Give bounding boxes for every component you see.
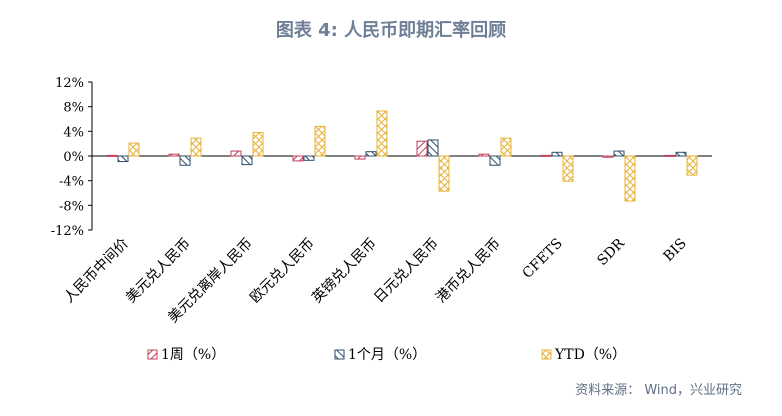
y-tick-label: 12% <box>55 76 84 91</box>
bar-2-7 <box>489 155 501 166</box>
legend-swatch <box>541 349 552 360</box>
bar-1-9 <box>602 155 614 158</box>
y-tick-label: 4% <box>63 125 84 140</box>
bar-2-1 <box>117 155 129 163</box>
bar-1-8 <box>540 154 552 157</box>
bar-2-8 <box>551 151 563 157</box>
bar-1-6 <box>416 140 428 157</box>
x-tick-label: 人民币中间价 <box>61 236 132 307</box>
bar-3-5 <box>376 110 388 157</box>
legend-swatch <box>147 349 158 360</box>
bar-3-1 <box>128 142 140 157</box>
chart-title: 图表 4: 人民币即期汇率回顾 <box>275 20 507 41</box>
bar-3-10 <box>686 155 698 176</box>
bar-1-1 <box>106 154 118 157</box>
source-note: 资料来源： Wind，兴业研究 <box>575 383 742 398</box>
bar-2-10 <box>675 151 687 157</box>
legend-label: YTD（%） <box>554 347 626 363</box>
bar-2-4 <box>303 155 315 161</box>
bar-1-7 <box>478 153 490 157</box>
y-tick-label: -4% <box>59 175 84 190</box>
x-tick-label: BIS <box>661 236 690 265</box>
bar-3-2 <box>190 137 202 157</box>
x-tick-label: 日元兑人民币 <box>371 236 442 307</box>
x-tick-label: 欧元兑人民币 <box>247 236 318 307</box>
bar-2-9 <box>613 150 625 157</box>
bar-3-4 <box>314 125 326 157</box>
legend-swatch <box>334 349 345 360</box>
bar-1-10 <box>664 154 676 157</box>
plot-area: 12%8%4%0%-4%-8%-12%人民币中间价美元兑人民币美元兑离岸人民币欧… <box>51 76 712 363</box>
bar-3-9 <box>624 155 636 202</box>
y-tick-label: -12% <box>51 224 84 239</box>
x-tick-label: 英镑兑人民币 <box>308 235 379 306</box>
bar-1-5 <box>354 155 366 160</box>
bar-2-2 <box>179 155 191 166</box>
bar-3-7 <box>500 137 512 157</box>
bar-1-3 <box>230 150 242 157</box>
bar-3-3 <box>252 132 264 157</box>
x-tick-label: 港币兑人民币 <box>433 236 504 307</box>
bar-2-6 <box>427 139 439 157</box>
bar-2-3 <box>241 155 253 166</box>
bar-2-5 <box>365 151 377 157</box>
legend-label: 1周（%） <box>161 347 225 363</box>
legend-label: 1个月（%） <box>348 347 426 363</box>
bar-1-2 <box>168 153 180 157</box>
bar-1-4 <box>292 155 304 162</box>
y-tick-label: 8% <box>63 101 84 116</box>
y-tick-label: 0% <box>63 150 84 165</box>
x-tick-label: CFETS <box>519 236 565 282</box>
bar-3-8 <box>562 155 574 182</box>
y-tick-label: -8% <box>59 199 84 214</box>
bar-3-6 <box>438 155 450 192</box>
x-tick-label: SDR <box>594 235 628 269</box>
